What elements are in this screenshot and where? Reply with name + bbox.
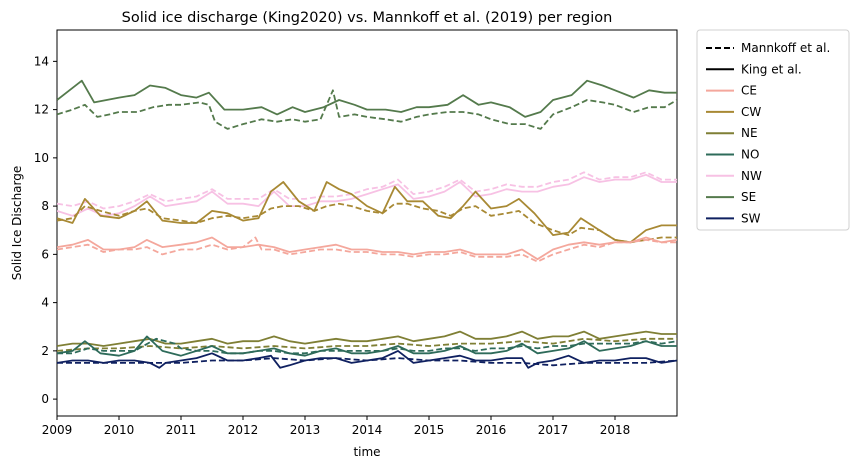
series-nw-mannkoff [57,171,677,210]
x-tick-label: 2009 [42,423,73,437]
legend-label: CW [741,105,761,119]
x-tick-label: 2017 [538,423,569,437]
y-tick-label: 8 [41,199,49,213]
legend-label: NE [741,126,758,140]
series-no-mannkoff [57,337,677,355]
y-tick-label: 6 [41,247,49,261]
y-axis: 0 2 4 6 8 10 12 14 [34,54,57,406]
x-tick-label: 2015 [414,423,445,437]
legend-label: NW [741,169,762,183]
series-layer [57,79,677,369]
x-tick-label: 2011 [166,423,197,437]
x-tick-label: 2014 [352,423,383,437]
series-se-king [57,79,677,118]
chart-title: Solid ice discharge (King2020) vs. Mannk… [122,10,613,26]
x-tick-label: 2016 [476,423,507,437]
series-ce-king [57,236,677,261]
y-tick-label: 10 [34,151,49,165]
x-tick-label: 2012 [228,423,259,437]
series-ne-mannkoff [57,337,677,352]
y-tick-label: 0 [41,392,49,406]
legend-box [696,29,850,231]
x-tick-label: 2013 [290,423,321,437]
x-axis-label: time [353,445,380,459]
legend: Mannkoff et al. King et al. CE CW NE NO NW SE SW [696,29,850,231]
series-cw-king [57,181,677,244]
y-axis-label: Solid Ice Discharge [10,166,24,281]
legend-label: NO [741,148,759,162]
legend-label: SE [741,190,756,204]
x-tick-label: 2018 [600,423,631,437]
legend-label: SW [741,211,761,225]
series-nw-king [57,173,677,217]
x-tick-label: 2010 [104,423,135,437]
y-tick-label: 14 [34,54,49,68]
series-se-mannkoff [57,89,677,130]
legend-label: Mannkoff et al. [741,41,830,55]
series-cw-mannkoff [57,202,677,244]
series-sw-mannkoff [57,357,677,367]
y-tick-label: 12 [34,103,49,117]
legend-label: King et al. [741,62,802,76]
y-tick-label: 2 [41,344,49,358]
series-sw-king [57,349,677,369]
plot-area-frame [56,29,678,417]
series-ce-mannkoff [57,236,677,263]
legend-label: CE [741,84,757,98]
series-ne-king [57,330,677,347]
y-tick-label: 4 [41,296,49,310]
x-axis: 2009 2010 2011 2012 2013 2014 2015 2016 2017 2018 [42,416,631,437]
